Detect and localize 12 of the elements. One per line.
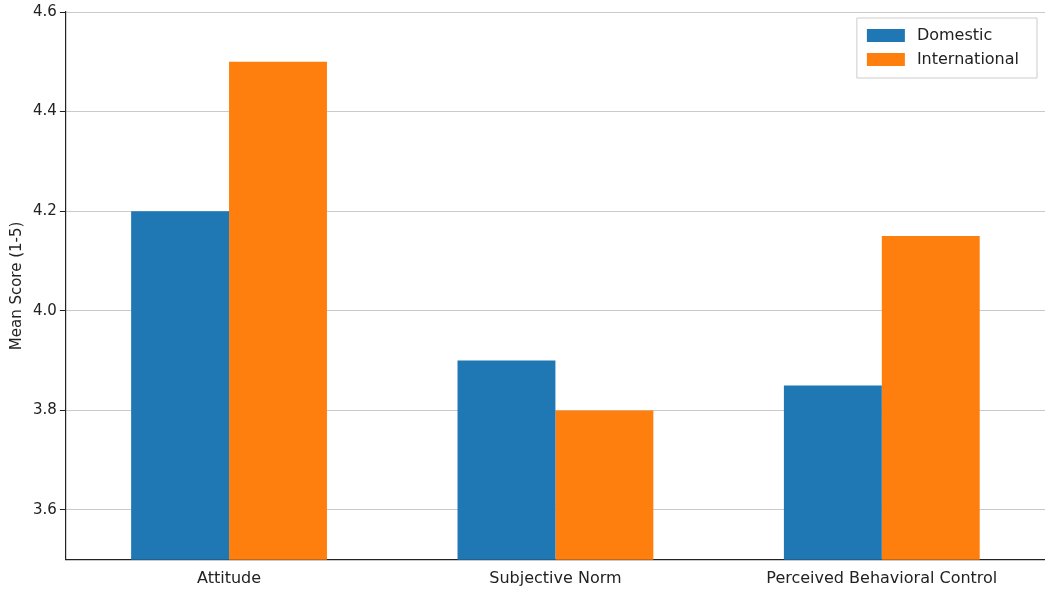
y-axis-title: Mean Score (1-5) [6, 221, 25, 351]
y-tick-label: 3.6 [33, 499, 57, 518]
x-tick-label: Attitude [197, 567, 262, 587]
legend-label: Domestic [916, 25, 993, 45]
y-tick-label: 4.6 [33, 1, 57, 20]
x-tick-label: Subjective Norm [489, 567, 622, 587]
y-tick-label: 3.8 [33, 400, 57, 419]
y-tick-label: 4.2 [33, 201, 57, 220]
y-tick-label: 4.4 [33, 101, 57, 120]
legend-label: International [916, 49, 1020, 69]
y-tick-label: 4.0 [33, 300, 57, 319]
x-tick-label: Perceived Behavioral Control [766, 567, 998, 587]
